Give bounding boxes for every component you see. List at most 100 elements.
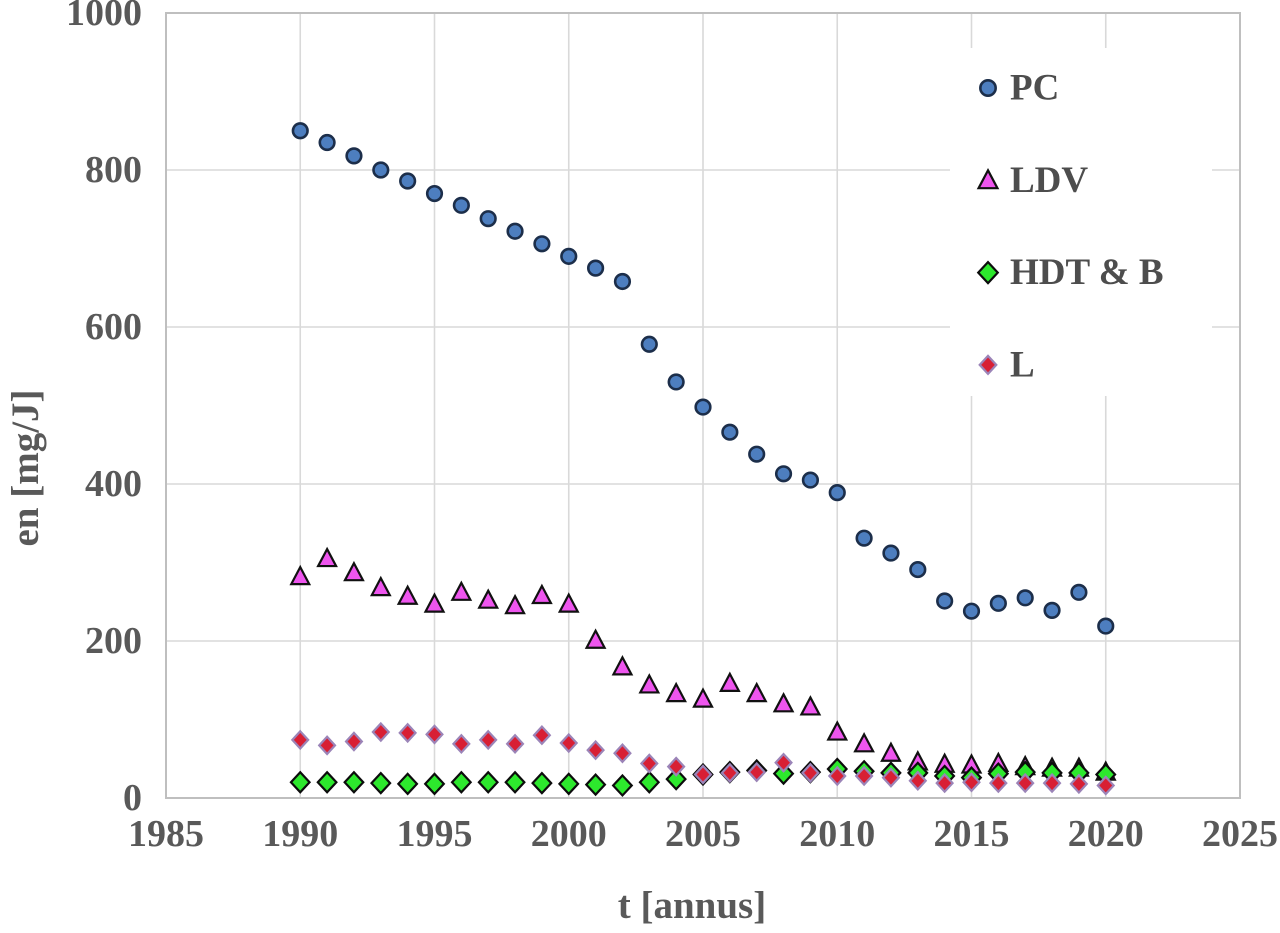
data-point <box>854 765 874 787</box>
x-tick-label: 2005 <box>665 813 741 855</box>
data-point <box>396 584 419 605</box>
legend-label: LDV <box>1010 160 1088 201</box>
y-tick-label: 400 <box>85 463 142 505</box>
data-point <box>290 729 310 751</box>
data-point <box>504 593 526 615</box>
data-point <box>772 691 795 713</box>
legend-entry-l: L <box>978 344 1035 385</box>
data-point <box>962 602 981 620</box>
data-point <box>692 687 714 708</box>
legend-entry-ldv: LDV <box>976 160 1088 201</box>
data-point <box>667 373 685 391</box>
data-point <box>908 770 928 791</box>
y-tick-label: 0 <box>123 777 142 819</box>
data-point <box>745 681 768 703</box>
x-tick-label: 2010 <box>799 813 875 855</box>
data-point <box>1070 583 1088 601</box>
data-point <box>1015 772 1035 794</box>
data-point <box>855 529 873 547</box>
data-point <box>638 673 661 694</box>
data-point <box>586 739 605 761</box>
data-point <box>343 770 365 794</box>
data-point <box>372 161 390 179</box>
x-axis-title: t [annus] <box>618 884 766 927</box>
data-point <box>694 398 712 416</box>
data-point <box>640 335 658 353</box>
data-point <box>799 695 822 716</box>
data-point <box>291 122 309 140</box>
data-point <box>289 770 312 794</box>
data-point <box>399 172 417 190</box>
data-point <box>721 423 739 441</box>
legend-marker-l <box>978 354 998 376</box>
legend-label: PC <box>1010 68 1059 109</box>
data-point <box>936 592 954 610</box>
data-point <box>371 721 391 743</box>
data-point <box>344 731 364 752</box>
data-point <box>423 592 446 613</box>
data-point <box>345 147 363 165</box>
data-point <box>531 771 553 795</box>
data-point <box>638 770 661 794</box>
x-tick-label: 2020 <box>1068 813 1144 855</box>
data-point <box>988 772 1008 794</box>
data-point <box>1097 617 1115 635</box>
data-point <box>611 655 634 676</box>
data-point <box>531 583 553 605</box>
data-point <box>719 671 741 692</box>
legend-label: HDT & B <box>1010 252 1164 293</box>
legend-marker-ldv <box>976 167 1000 190</box>
data-point <box>772 762 795 786</box>
x-tick-label: 1990 <box>262 813 338 855</box>
data-point <box>827 765 847 787</box>
y-tick-label: 1000 <box>66 0 142 34</box>
data-point <box>611 773 634 798</box>
data-point <box>316 546 338 568</box>
y-axis-ticks: 0 200 400 600 800 1000 <box>66 0 142 819</box>
data-point <box>586 259 605 277</box>
series-pc <box>291 122 1115 635</box>
data-point <box>1069 773 1089 795</box>
data-point <box>289 564 312 586</box>
x-tick-label: 1995 <box>397 813 473 855</box>
legend-entry-pc: PC <box>979 68 1059 109</box>
y-axis-title: en [mg/J] <box>4 389 47 546</box>
x-tick-label: 2025 <box>1202 813 1278 855</box>
legend-marker-hdt-b <box>976 260 1000 285</box>
data-point <box>639 753 659 774</box>
series-l <box>290 721 1116 796</box>
data-point <box>478 729 498 751</box>
data-point <box>317 735 337 756</box>
data-point <box>316 770 338 794</box>
legend-entry-hdt-b: HDT & B <box>976 252 1164 293</box>
legend: PC LDV HDT & B L <box>950 48 1212 396</box>
data-point <box>748 445 766 463</box>
data-point <box>613 272 632 291</box>
legend-background <box>950 48 1212 396</box>
data-point <box>584 628 607 649</box>
data-point <box>1043 601 1061 619</box>
data-point <box>665 767 687 791</box>
data-point <box>747 761 767 783</box>
data-point <box>369 575 392 597</box>
data-point <box>477 770 500 794</box>
data-point <box>318 133 336 152</box>
data-point <box>853 731 875 753</box>
data-point <box>881 767 901 788</box>
data-point <box>801 762 820 784</box>
data-point <box>450 580 473 601</box>
data-point <box>451 733 471 755</box>
data-point <box>369 771 392 795</box>
data-point <box>452 196 470 214</box>
x-tick-label: 2015 <box>934 813 1010 855</box>
data-point <box>1096 775 1116 796</box>
data-point <box>720 762 740 784</box>
legend-label: L <box>1010 344 1035 385</box>
data-point <box>396 772 419 796</box>
data-point <box>343 560 365 582</box>
data-point <box>557 772 580 796</box>
data-point <box>532 724 552 746</box>
legend-marker-pc <box>979 79 997 97</box>
data-point <box>666 756 686 777</box>
